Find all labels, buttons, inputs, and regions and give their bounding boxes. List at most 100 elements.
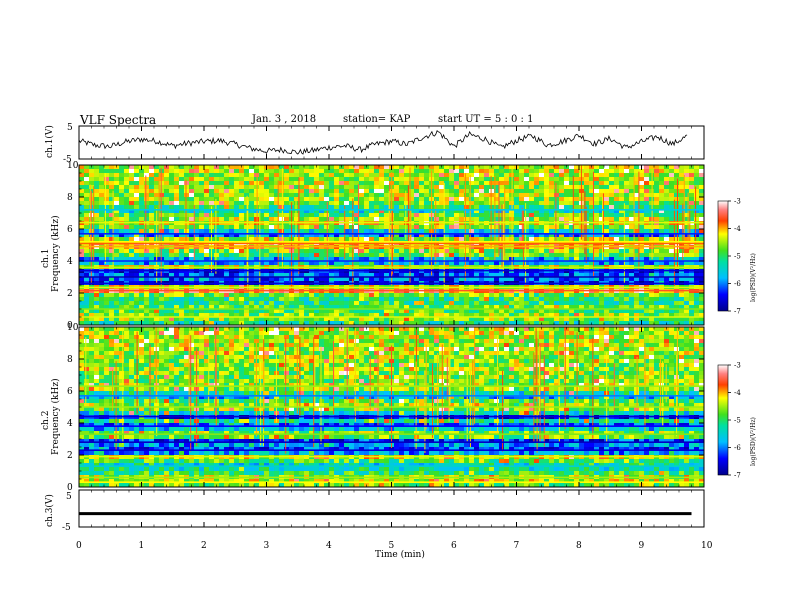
spec-cell [659,165,665,170]
spec-cell [399,253,405,258]
spec-cell [204,237,210,242]
spec-cell [474,197,480,202]
spec-cell [179,273,185,278]
spec-cell [344,253,350,258]
spec-cell [299,237,305,242]
spec-cell [174,229,180,234]
spec-cell [679,305,685,310]
spec-cell [449,165,455,170]
spec-cell [589,313,595,318]
spec-cell [489,205,495,210]
spec-cell [594,217,600,222]
spec-cell [369,181,375,186]
spec-cell [314,233,320,238]
spec-cell [364,233,370,238]
spec-cell [544,309,550,314]
spec-cell [164,297,170,302]
spec-cell [154,293,160,298]
spec-cell [669,257,675,262]
spec-cell [234,213,240,218]
spec-cell [354,225,360,230]
spec-cell [209,173,215,178]
spec-cell [539,205,545,210]
spec-cell [349,225,355,230]
spec-cell [114,229,120,234]
spec-cell [359,213,365,218]
spec-cell [309,257,315,262]
spec-cell [479,253,485,258]
spec-cell [454,189,460,194]
spec-cell [364,257,370,262]
spec-cell [219,193,225,198]
spec-cell [549,209,555,214]
spec-cell [139,257,145,262]
spec-cell [319,189,325,194]
spec-cell [299,305,305,310]
spec-cell [344,225,350,230]
spec-cell [244,277,250,282]
spec-cell [564,193,570,198]
spec-cell [694,261,700,266]
spec-cell [89,305,95,310]
spec-cell [524,185,530,190]
spec-cell [379,169,385,174]
spec-cell [534,313,540,318]
spec-cell [539,181,545,186]
spec-cell [619,293,625,298]
spec-cell [214,317,220,322]
spec-cell [244,297,250,302]
spec-cell [369,261,375,266]
spec-cell [259,237,265,242]
spec-cell [514,225,520,230]
spec-cell [204,253,210,258]
spec-cell [339,233,345,238]
spec-cell [599,173,605,178]
spec-cell [179,213,185,218]
spec-cell [99,185,105,190]
spec-cell [449,181,455,186]
spec-cell [119,197,125,202]
spec-cell [114,297,120,302]
spec-cell [604,293,610,298]
spec-cell [229,249,235,254]
spec-cell [299,173,305,178]
spec-cell [79,313,85,318]
spec-cell [279,257,285,262]
spec-cell [374,173,380,178]
spec-cell [624,217,630,222]
spec-cell [119,185,125,190]
spec-cell [549,321,555,326]
spec-cell [544,185,550,190]
spec-cell [694,189,700,194]
spec-cell [604,233,610,238]
spec-cell [384,249,390,254]
spec-cell [94,225,100,230]
spec-cell [624,237,630,242]
spec-cell [79,205,85,210]
spec-cell [79,173,85,178]
spec-cell [679,293,685,298]
spec-cell [689,225,695,230]
spec-cell [329,205,335,210]
spec-cell [384,301,390,306]
spec-cell [369,165,375,170]
spec-cell [274,217,280,222]
spec-cell [619,273,625,278]
spec-cell [549,317,555,322]
spec-cell [409,189,415,194]
spec-cell [169,201,175,206]
spec-cell [159,321,165,326]
spec-cell [654,237,660,242]
spec-cell [224,317,230,322]
spec-cell [124,273,130,278]
spec-cell [649,317,655,322]
spec-cell [484,253,490,258]
spec-cell [209,305,215,310]
spec-cell [559,297,565,302]
spec-cell [449,317,455,322]
spec-cell [414,209,420,214]
spec-cell [344,249,350,254]
spec-cell [299,213,305,218]
spec-cell [679,205,685,210]
spec-cell [99,193,105,198]
